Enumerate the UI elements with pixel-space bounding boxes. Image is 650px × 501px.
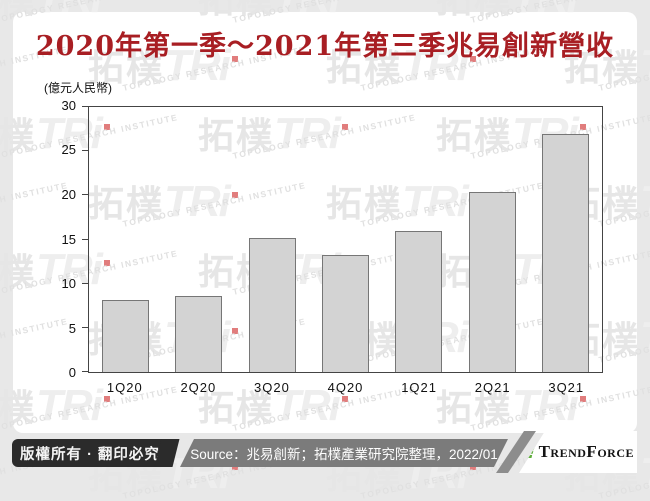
x-tick-label: 4Q20: [327, 380, 364, 395]
chart-title: 2020年第一季～2021年第三季兆易創新營收: [35, 31, 615, 62]
y-tick-label: 0: [68, 365, 76, 380]
y-tick: [82, 150, 88, 152]
y-tick-label: 15: [61, 231, 76, 247]
x-tick-label: 1Q21: [401, 380, 437, 395]
copyright-text: 版權所有 · 翻印必究: [20, 446, 160, 463]
x-tick-label: 2Q21: [474, 380, 511, 395]
y-tick: [82, 371, 88, 372]
y-tick-label: 20: [61, 186, 76, 202]
bar-3Q21: [541, 134, 589, 372]
x-tick-label: 2Q20: [180, 380, 217, 395]
y-tick: [82, 326, 88, 328]
yaxis: 0 5 10 15 20 25 30: [38, 98, 82, 380]
bar-2Q20: [175, 296, 223, 372]
chart-content: 2020年第一季～2021年第三季兆易創新營收 (億元人民幣) 0 5 10 15 20…: [35, 31, 615, 395]
y-tick-label: 25: [61, 142, 76, 158]
y-axis-unit-label: (億元人民幣): [44, 81, 112, 95]
bar-slot: [162, 107, 235, 372]
bar-slot: [89, 107, 162, 372]
bars-row: [89, 107, 602, 372]
y-tick: [82, 194, 88, 196]
y-tick-label: 10: [61, 275, 76, 291]
bar-slot: [382, 107, 455, 372]
bar-1Q21: [395, 230, 443, 372]
x-tick-label: 3Q21: [548, 380, 585, 395]
plot-area: [82, 106, 603, 373]
bar-slot: [455, 107, 528, 372]
x-tick-label: 1Q20: [106, 380, 143, 395]
x-tick-label: 3Q20: [254, 380, 290, 395]
source-banner: Source：兆易創新；拓樸產業研究院整理，2022/01: [180, 439, 508, 467]
bar-slot: [309, 107, 382, 372]
brand-name: TrendForce: [538, 442, 634, 461]
y-tick: [82, 106, 88, 107]
y-tick: [82, 282, 88, 284]
bar-1Q20: [102, 300, 150, 372]
source-text: Source：兆易創新；拓樸產業研究院整理，2022/01: [190, 447, 498, 462]
bar-slot: [236, 107, 309, 372]
bar-2Q21: [468, 191, 516, 372]
xaxis-labels: 1Q20 2Q20 3Q20 4Q20 1Q21 2Q21 3Q21: [88, 380, 603, 395]
y-tick-label: 30: [61, 98, 76, 113]
bar-3Q20: [248, 237, 296, 372]
y-tick-label: 5: [68, 320, 76, 336]
copyright-banner: 版權所有 · 翻印必究: [12, 439, 168, 467]
y-tick: [82, 238, 88, 240]
bar-slot: [529, 107, 602, 372]
bar-4Q20: [321, 254, 369, 372]
